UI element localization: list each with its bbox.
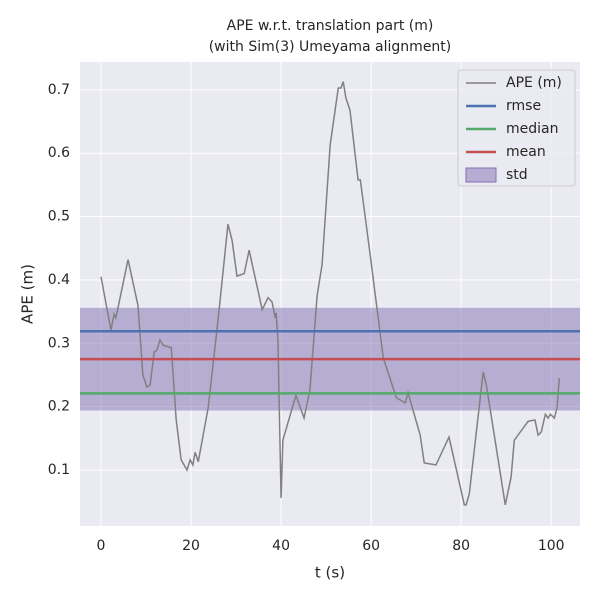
x-tick-label: 60 bbox=[362, 538, 380, 554]
y-tick-label: 0.6 bbox=[48, 145, 70, 161]
legend-label: rmse bbox=[506, 98, 541, 114]
legend-label: median bbox=[506, 121, 558, 137]
legend-swatch bbox=[465, 167, 497, 183]
legend-label: std bbox=[506, 167, 528, 183]
x-axis-label: t (s) bbox=[315, 564, 345, 582]
ape-line bbox=[100, 81, 561, 506]
y-tick-label: 0.2 bbox=[48, 399, 70, 415]
y-axis-label: APE (m) bbox=[19, 264, 37, 324]
legend-label: APE (m) bbox=[506, 75, 562, 91]
y-tick-label: 0.4 bbox=[48, 272, 70, 288]
x-tick-label: 0 bbox=[97, 538, 106, 554]
x-tick-label: 100 bbox=[538, 538, 565, 554]
chart-title: APE w.r.t. translation part (m) bbox=[227, 18, 434, 34]
legend-box bbox=[457, 69, 576, 187]
chart-subtitle: (with Sim(3) Umeyama alignment) bbox=[209, 39, 452, 55]
y-tick-label: 0.7 bbox=[48, 82, 70, 98]
y-tick-label: 0.5 bbox=[48, 209, 70, 225]
x-tick-label: 40 bbox=[272, 538, 290, 554]
x-tick-label: 20 bbox=[182, 538, 200, 554]
y-tick-label: 0.3 bbox=[48, 335, 70, 351]
legend-label: mean bbox=[506, 144, 546, 160]
x-tick-label: 80 bbox=[452, 538, 470, 554]
y-tick-label: 0.1 bbox=[48, 462, 70, 478]
